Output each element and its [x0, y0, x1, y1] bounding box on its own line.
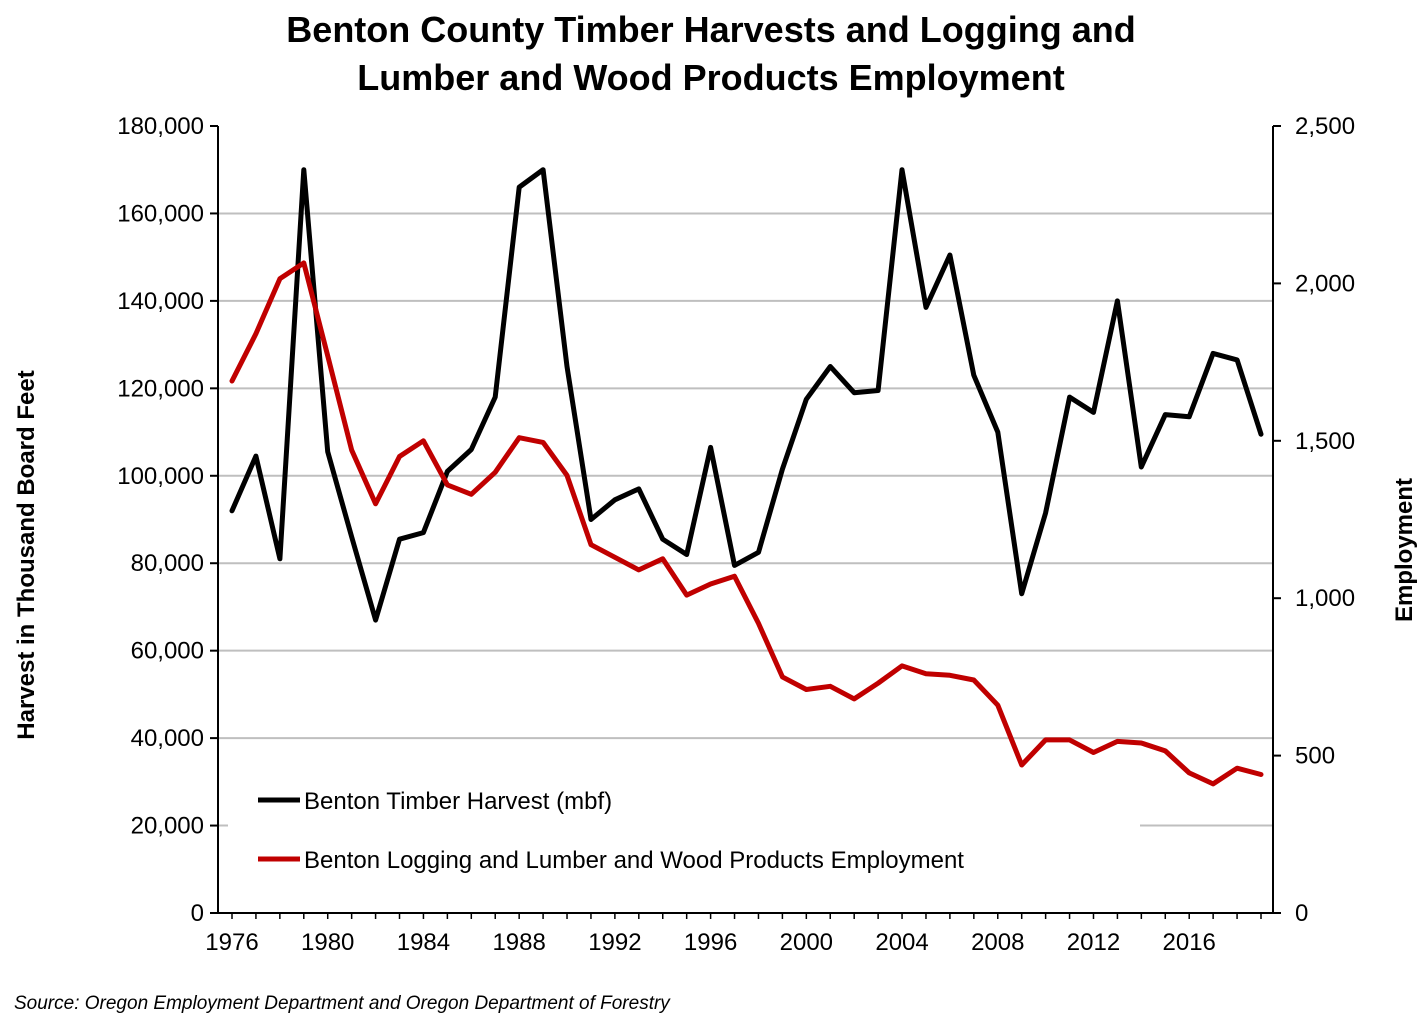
chart-title-line-2: Lumber and Wood Products Employment — [357, 57, 1064, 98]
x-tick-label: 1980 — [301, 929, 354, 956]
x-tick-label: 2012 — [1067, 929, 1120, 956]
harvest-series-line — [229, 167, 1264, 623]
left-tick-label: 120,000 — [117, 375, 204, 402]
right-tick-label: 0 — [1295, 900, 1308, 927]
right-tick-label: 2,000 — [1295, 270, 1355, 297]
right-axis-label: Employment — [1391, 478, 1418, 622]
chart-title-line-1: Benton County Timber Harvests and Loggin… — [286, 9, 1135, 50]
right-tick-label: 1,000 — [1295, 585, 1355, 612]
left-tick-label: 0 — [191, 900, 204, 927]
x-tick-label: 2008 — [971, 929, 1024, 956]
x-tick-label: 1996 — [684, 929, 737, 956]
right-axis-ticks: 0 500 1,000 1,500 2,000 2,500 — [1273, 113, 1355, 927]
legend-background — [228, 775, 1140, 887]
x-tick-label: 2016 — [1163, 929, 1216, 956]
left-tick-label: 140,000 — [117, 288, 204, 315]
source-note: Source: Oregon Employment Department and… — [14, 993, 671, 1014]
left-axis-ticks: 0 20,000 40,000 60,000 80,000 100,000 120,000 1… — [117, 113, 218, 927]
left-tick-label: 20,000 — [131, 813, 204, 840]
x-tick-label: 1984 — [397, 929, 450, 956]
left-tick-label: 60,000 — [131, 638, 204, 665]
x-tick-label: 1988 — [492, 929, 545, 956]
x-tick-label: 1976 — [205, 929, 258, 956]
x-axis-ticks: 1976 1980 1984 1988 1992 1996 2000 2004 2008 2012… — [205, 913, 1262, 956]
employment-series-line — [229, 260, 1264, 787]
x-tick-label: 2004 — [875, 929, 928, 956]
legend-label-employment: Benton Logging and Lumber and Wood Produ… — [304, 847, 964, 874]
left-tick-label: 80,000 — [131, 550, 204, 577]
left-tick-label: 40,000 — [131, 725, 204, 752]
left-axis-label: Harvest in Thousand Board Feet — [13, 370, 40, 739]
left-tick-label: 100,000 — [117, 463, 204, 490]
left-tick-label: 180,000 — [117, 113, 204, 140]
x-tick-label: 2000 — [780, 929, 833, 956]
x-tick-label: 1992 — [588, 929, 641, 956]
left-tick-label: 160,000 — [117, 200, 204, 227]
right-tick-label: 1,500 — [1295, 428, 1355, 455]
series-lines — [229, 167, 1264, 787]
right-tick-label: 2,500 — [1295, 113, 1355, 140]
right-tick-label: 500 — [1295, 743, 1335, 770]
legend-label-harvest: Benton Timber Harvest (mbf) — [304, 788, 612, 815]
